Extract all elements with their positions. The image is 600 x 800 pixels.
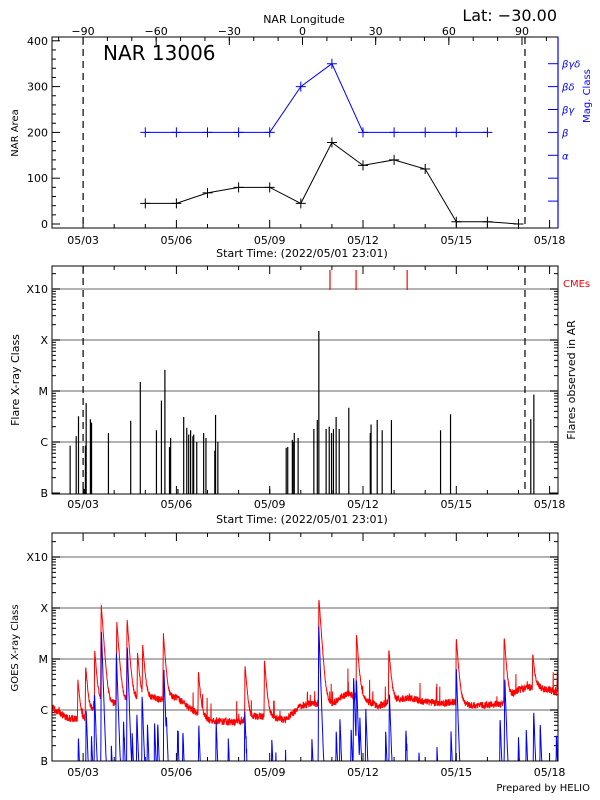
mag-class-tick-label: β	[561, 128, 569, 139]
cme-legend-label: CMEs	[563, 279, 590, 290]
x-tick-label: 05/03	[67, 234, 99, 247]
nar-area-point	[420, 164, 431, 175]
mag-class-point	[295, 81, 306, 92]
longitude-tick-label: 60	[442, 25, 456, 38]
goes-plot-frame	[51, 532, 559, 762]
x-tick-label: 05/09	[254, 766, 286, 779]
y-tick-label: X	[40, 334, 48, 347]
x-tick-label: 05/06	[161, 234, 193, 247]
mag-class-tick-label: α	[562, 151, 569, 162]
y-tick-label: X	[40, 602, 48, 615]
mag-class-line	[145, 62, 488, 133]
y-tick-label: 100	[27, 172, 48, 185]
nar-area-point	[264, 182, 275, 193]
nar-area-point	[140, 198, 151, 209]
longitude-tick-label: 0	[299, 25, 306, 38]
nar-area-point	[389, 154, 400, 165]
goes-lightcurve-group	[52, 599, 558, 761]
footer-credit: Prepared by HELIO	[496, 783, 590, 794]
y-tick-label: C	[40, 704, 48, 717]
mag-class-point	[358, 127, 368, 138]
x-axis-label-start-time-1: Start Time: (2022/05/01 23:01)	[216, 247, 388, 260]
mag-class-point	[389, 127, 400, 138]
x-tick-label: 05/09	[254, 498, 286, 511]
y-tick-label: B	[40, 487, 48, 500]
y-axis-label-flare-class: Flare X-ray Class	[9, 334, 22, 426]
mag-class-point	[233, 127, 244, 138]
y-tick-label: B	[40, 755, 48, 768]
y-axis-label-area: NAR Area	[10, 109, 21, 156]
x-tick-label: 05/12	[347, 498, 379, 511]
x-axis-label-start-time-2: Start Time: (2022/05/01 23:01)	[216, 513, 388, 526]
longitude-tick-label: 30	[369, 25, 383, 38]
longitude-tick-label: −30	[218, 25, 241, 38]
nar-area-point	[451, 216, 462, 227]
nar-area-point	[295, 198, 306, 209]
x-tick-label: 05/03	[67, 498, 99, 511]
y-tick-label: X10	[26, 551, 48, 564]
x-tick-label: 05/15	[440, 766, 472, 779]
longitude-tick-label: −90	[71, 25, 94, 38]
latitude-annotation: Lat: −30.00	[462, 6, 557, 25]
y2-axis-label-mag-class: Mag. Class	[582, 69, 593, 123]
y-tick-label: M	[39, 653, 49, 666]
mag-class-tick-label: βγδ	[561, 60, 580, 71]
y-axis-label-goes-class: GOES X-ray Class	[10, 604, 21, 691]
mag-class-point	[451, 127, 462, 138]
y-tick-label: C	[40, 436, 48, 449]
mag-class-point	[264, 127, 275, 138]
nar-area-point	[171, 198, 182, 209]
x-tick-label: 05/06	[161, 498, 193, 511]
y-tick-label: 400	[27, 35, 48, 48]
y-tick-label: 300	[27, 81, 48, 94]
x-tick-label: 05/03	[67, 766, 99, 779]
nar-area-point	[482, 216, 493, 227]
x-tick-label: 05/12	[347, 234, 379, 247]
y-tick-label: 0	[41, 218, 48, 231]
mag-class-point	[420, 127, 431, 138]
nar-area-line	[145, 141, 519, 225]
x-tick-label: 05/12	[347, 766, 379, 779]
x-tick-label: 05/18	[534, 498, 566, 511]
x-tick-label: 05/15	[440, 498, 472, 511]
flare-plot-frame	[51, 265, 559, 495]
x-tick-label: 05/15	[440, 234, 472, 247]
mag-class-tick-label: βδ	[561, 83, 575, 94]
nar-area-point	[513, 219, 524, 229]
goes-short-channel-line	[52, 626, 558, 761]
mag-class-point	[482, 127, 493, 138]
mag-class-point	[326, 58, 337, 69]
y-tick-label: X10	[26, 283, 48, 296]
goes-long-channel-line	[52, 599, 558, 727]
chart-title: NAR 13006	[103, 41, 216, 65]
x-tick-label: 05/18	[534, 766, 566, 779]
longitude-tick-label: 90	[515, 25, 529, 38]
nar-area-point	[358, 160, 368, 171]
longitude-tick-label: −60	[145, 25, 168, 38]
x-tick-label: 05/06	[161, 766, 193, 779]
y-tick-label: 200	[27, 126, 48, 139]
nar-area-point	[202, 187, 213, 198]
nar-area-point	[233, 182, 244, 193]
y-tick-label: M	[39, 385, 49, 398]
x-tick-label: 05/09	[254, 234, 286, 247]
mag-class-point	[140, 127, 151, 138]
x-tick-label: 05/18	[534, 234, 566, 247]
longitude-axis-label: NAR Longitude	[263, 13, 345, 26]
nar-area-point	[326, 137, 337, 148]
mag-class-point	[171, 127, 182, 138]
y2-axis-label-flares-observed: Flares observed in AR	[565, 320, 578, 440]
mag-class-tick-label: βγ	[561, 106, 575, 117]
mag-class-point	[202, 127, 213, 138]
